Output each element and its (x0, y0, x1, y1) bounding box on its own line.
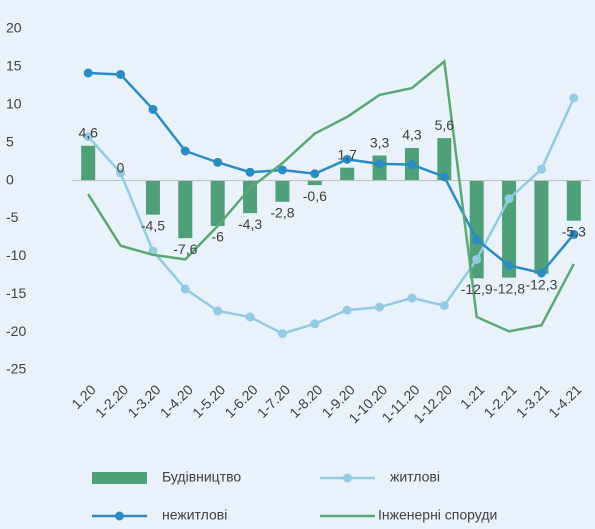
y-tick-label: -20 (6, 323, 26, 339)
bar (275, 180, 290, 202)
marker (116, 168, 126, 178)
marker (569, 93, 579, 103)
marker (472, 254, 482, 264)
legend-label: Інженерні споруди (378, 507, 497, 523)
data-label: -4,3 (238, 216, 262, 232)
bar (145, 180, 160, 215)
bar (210, 180, 225, 227)
marker (439, 301, 449, 311)
x-tick-label: 1-6.20 (221, 381, 261, 421)
bar (437, 138, 452, 181)
y-tick-label: 10 (6, 95, 22, 111)
marker (407, 293, 417, 303)
marker (83, 132, 93, 142)
x-tick-label: 1-4.20 (157, 381, 197, 421)
y-tick-label: 15 (6, 58, 22, 74)
x-tick-label: 1-2.21 (480, 381, 520, 421)
marker (180, 284, 190, 294)
y-tick-label: 5 (6, 133, 14, 149)
marker (83, 68, 93, 78)
marker (342, 154, 352, 164)
legend-label: Будівництво (162, 469, 241, 485)
bar (243, 180, 258, 214)
legend-label: житлові (390, 469, 440, 485)
marker (536, 164, 546, 174)
bar (534, 180, 549, 274)
data-label: -5,3 (562, 223, 586, 239)
marker (375, 302, 385, 312)
marker (213, 157, 223, 167)
bar (81, 145, 96, 181)
marker (116, 69, 126, 79)
legend-marker (343, 473, 352, 483)
x-tick-label: 1-3.21 (513, 381, 553, 421)
data-label: 1,7 (337, 146, 357, 162)
bar (307, 180, 322, 186)
line (87, 59, 575, 333)
y-tick-label: -25 (6, 361, 26, 377)
x-tick-label: 1-5.20 (189, 381, 229, 421)
data-label: 0 (117, 159, 125, 175)
marker (375, 159, 385, 169)
marker (277, 329, 287, 339)
data-label: -12,8 (493, 280, 525, 296)
marker (407, 160, 417, 170)
line (88, 71, 575, 275)
marker (569, 229, 579, 239)
x-tick-label: 1-7.20 (254, 381, 294, 421)
line (87, 97, 575, 335)
marker (504, 194, 514, 204)
marker (439, 172, 449, 182)
x-tick-label: 1-8.20 (286, 381, 326, 421)
data-label: -12,3 (525, 276, 557, 292)
data-label: -7,6 (173, 241, 197, 257)
legend-marker (115, 511, 124, 521)
y-tick-label: -10 (6, 247, 26, 263)
marker (342, 305, 352, 315)
marker (245, 167, 255, 177)
legend-swatch (92, 472, 147, 484)
marker (472, 235, 482, 245)
bar (566, 180, 581, 221)
marker (148, 104, 158, 114)
data-label: 3,3 (370, 134, 390, 150)
data-label: -4,5 (141, 217, 165, 233)
marker (213, 306, 223, 316)
marker (536, 268, 546, 278)
bar (178, 180, 193, 239)
legend-label: нежитлові (162, 507, 227, 523)
data-label: 4,3 (402, 127, 422, 143)
data-label: 5,6 (435, 117, 455, 133)
data-label: -6 (211, 229, 224, 245)
data-label: -0,6 (303, 188, 327, 204)
y-tick-label: 20 (6, 20, 22, 36)
marker (277, 165, 287, 175)
marker (180, 146, 190, 156)
bar (340, 167, 355, 181)
marker (245, 312, 255, 322)
y-tick-label: -15 (6, 285, 26, 301)
marker (310, 319, 320, 329)
y-tick-label: 0 (6, 171, 14, 187)
x-tick-label: 1-2.20 (92, 381, 132, 421)
marker (504, 260, 514, 270)
x-tick-label: 1-4.21 (545, 381, 585, 421)
marker (310, 169, 320, 179)
x-tick-label: 1-3.20 (124, 381, 164, 421)
data-label: -2,8 (270, 204, 294, 220)
y-tick-label: -5 (6, 209, 19, 225)
data-label: 4,6 (78, 124, 98, 140)
data-label: -12,9 (461, 281, 493, 297)
